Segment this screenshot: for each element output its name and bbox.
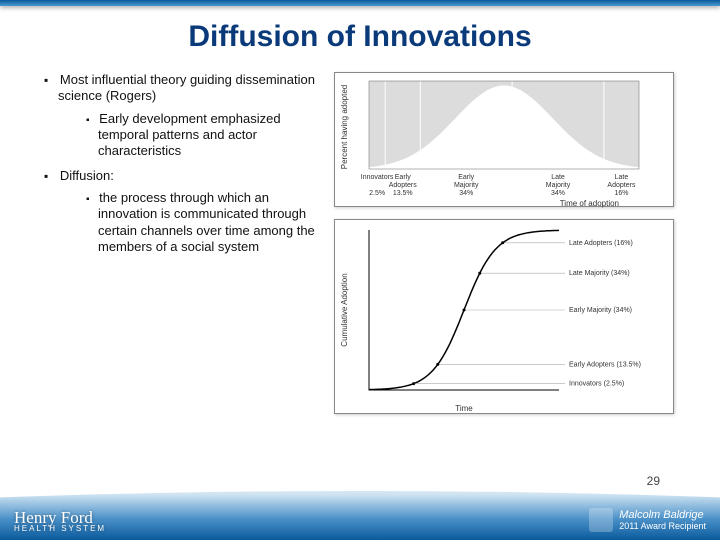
bullet-1: Most influential theory guiding dissemin… xyxy=(54,72,320,160)
henry-ford-logo: Henry Ford HEALTH SYSTEM xyxy=(14,510,106,532)
s-curve-chart: Innovators (2.5%) Early Adopters (13.5%) E… xyxy=(334,219,674,414)
logo-right-line1: Malcolm Baldrige xyxy=(619,509,706,521)
svg-text:2.5%: 2.5% xyxy=(369,190,385,197)
svg-text:Late Majority (34%): Late Majority (34%) xyxy=(569,270,630,277)
svg-text:Late Adopters (16%): Late Adopters (16%) xyxy=(569,240,633,247)
svg-text:34%: 34% xyxy=(551,190,565,197)
text-column: Most influential theory guiding dissemin… xyxy=(40,72,320,414)
bullet-list-level1: Most influential theory guiding dissemin… xyxy=(40,72,320,255)
svg-text:Time: Time xyxy=(455,404,473,413)
bullet-2-1-text: the process through which an innovation … xyxy=(98,190,315,254)
logo-right-line2: 2011 Award Recipient xyxy=(619,521,706,531)
baldrige-logo: Malcolm Baldrige 2011 Award Recipient xyxy=(589,508,706,532)
bullet-1-sublist: Early development emphasized temporal pa… xyxy=(86,111,320,160)
figure-column: Innovators2.5%EarlyAdopters13.5%EarlyMaj… xyxy=(334,72,674,414)
svg-text:Innovators (2.5%): Innovators (2.5%) xyxy=(569,381,624,388)
award-icon xyxy=(589,508,613,532)
bullet-2-sublist: the process through which an innovation … xyxy=(86,190,320,255)
svg-text:34%: 34% xyxy=(459,190,473,197)
top-border-bar xyxy=(0,0,720,6)
bullet-1-1: Early development emphasized temporal pa… xyxy=(98,111,320,160)
svg-text:LateAdopters: LateAdopters xyxy=(607,174,636,189)
page-number: 29 xyxy=(647,474,660,488)
svg-text:EarlyMajority: EarlyMajority xyxy=(454,174,479,189)
svg-text:Time of adoption: Time of adoption xyxy=(560,199,619,208)
svg-text:16%: 16% xyxy=(614,190,628,197)
bullet-1-text: Most influential theory guiding dissemin… xyxy=(58,72,315,103)
s-curve-svg: Innovators (2.5%) Early Adopters (13.5%) E… xyxy=(335,220,675,415)
svg-text:Early Adopters (13.5%): Early Adopters (13.5%) xyxy=(569,361,641,368)
svg-text:Percent having adopted: Percent having adopted xyxy=(340,85,349,170)
svg-text:Cumulative Adoption: Cumulative Adoption xyxy=(340,273,349,346)
bullet-1-1-text: Early development emphasized temporal pa… xyxy=(98,111,281,159)
svg-text:13.5%: 13.5% xyxy=(393,190,413,197)
svg-text:LateMajority: LateMajority xyxy=(546,174,571,189)
slide-title: Diffusion of Innovations xyxy=(0,20,720,54)
svg-text:Early Majority (34%): Early Majority (34%) xyxy=(569,307,632,314)
logo-left-line2: HEALTH SYSTEM xyxy=(14,525,106,532)
bullet-2-1: the process through which an innovation … xyxy=(98,190,320,255)
bell-curve-svg: Innovators2.5%EarlyAdopters13.5%EarlyMaj… xyxy=(335,73,675,208)
svg-text:Innovators: Innovators xyxy=(361,174,394,181)
content-row: Most influential theory guiding dissemin… xyxy=(0,72,720,414)
bullet-2: Diffusion: the process through which an … xyxy=(54,168,320,256)
bell-curve-chart: Innovators2.5%EarlyAdopters13.5%EarlyMaj… xyxy=(334,72,674,207)
bullet-2-text: Diffusion: xyxy=(60,168,114,183)
